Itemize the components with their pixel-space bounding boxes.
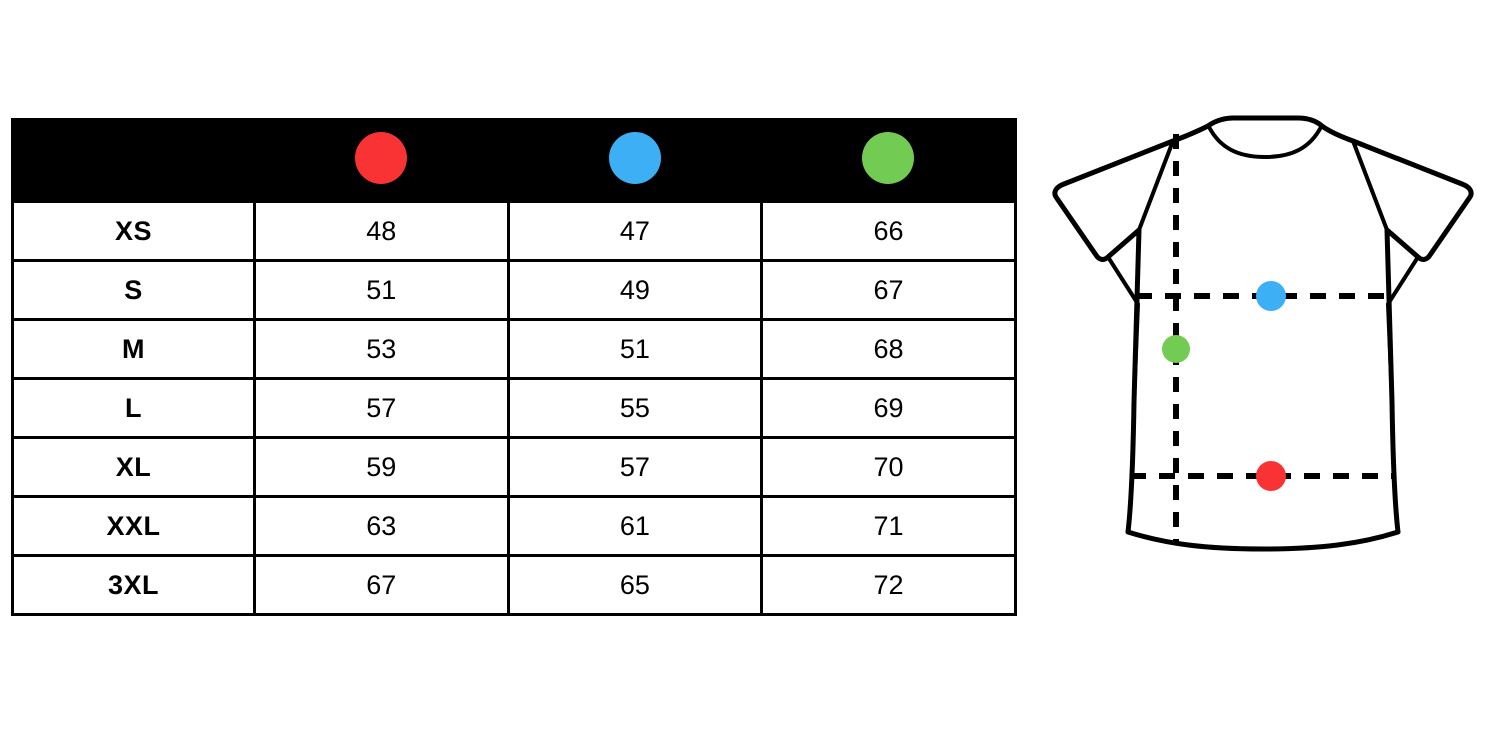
- cell-red: 67: [253, 554, 510, 616]
- left-shoulder-seam-path: [1137, 139, 1175, 232]
- header-cell-length: [761, 119, 1016, 202]
- cell-red: 53: [253, 318, 510, 380]
- cell-size: XXL: [11, 495, 256, 557]
- cell-blue: 47: [506, 200, 764, 262]
- cell-blue: 55: [506, 377, 764, 439]
- table-row: XXL 63 61 71: [11, 495, 1017, 557]
- cell-red: 59: [253, 436, 510, 498]
- cell-red: 63: [253, 495, 510, 557]
- cell-green: 69: [760, 377, 1017, 439]
- cell-red: 51: [253, 259, 510, 321]
- red-circle-icon: [1256, 461, 1286, 491]
- red-circle-icon: [355, 132, 408, 184]
- blue-circle-icon: [1256, 281, 1286, 311]
- tshirt-body-path: [1052, 115, 1474, 552]
- size-table-container: XS 48 47 66 S 51 49 67 M 53 51 68: [11, 118, 1017, 616]
- blue-circle-icon: [608, 132, 661, 184]
- collar-inner-path: [1207, 125, 1323, 159]
- cell-red: 48: [253, 200, 510, 262]
- table-row: XL 59 57 70: [11, 436, 1017, 498]
- right-sleeve-hem-path: [1386, 255, 1420, 404]
- cell-size: M: [11, 318, 256, 380]
- green-circle-icon: [1162, 335, 1190, 363]
- cell-size: L: [11, 377, 256, 439]
- cell-green: 67: [760, 259, 1017, 321]
- table-row: M 53 51 68: [11, 318, 1017, 380]
- cell-green: 66: [760, 200, 1017, 262]
- header-cell-chest: [254, 119, 509, 202]
- diagram-markers-group: [1162, 281, 1286, 491]
- cell-blue: 51: [506, 318, 764, 380]
- cell-size: 3XL: [11, 554, 256, 616]
- header-cell-bottom: [508, 119, 762, 202]
- header-cell-size: [12, 119, 255, 202]
- cell-green: 70: [760, 436, 1017, 498]
- cell-size: XS: [11, 200, 256, 262]
- cell-green: 71: [760, 495, 1017, 557]
- cell-size: XL: [11, 436, 256, 498]
- right-shoulder-seam-path: [1351, 139, 1389, 232]
- size-table: XS 48 47 66 S 51 49 67 M 53 51 68: [11, 118, 1017, 616]
- cell-blue: 57: [506, 436, 764, 498]
- cell-green: 72: [760, 554, 1017, 616]
- cell-blue: 65: [506, 554, 764, 616]
- table-header-row: [12, 119, 1016, 202]
- cell-blue: 49: [506, 259, 764, 321]
- table-row: S 51 49 67: [11, 259, 1017, 321]
- green-circle-icon: [861, 132, 914, 184]
- cell-blue: 61: [506, 495, 764, 557]
- table-row: 3XL 67 65 72: [11, 554, 1017, 616]
- tshirt-diagram: [1030, 104, 1496, 574]
- cell-size: S: [11, 259, 256, 321]
- cell-red: 57: [253, 377, 510, 439]
- size-table-body: XS 48 47 66 S 51 49 67 M 53 51 68: [11, 200, 1017, 616]
- table-row: XS 48 47 66: [11, 200, 1017, 262]
- table-row: L 57 55 69: [11, 377, 1017, 439]
- cell-green: 68: [760, 318, 1017, 380]
- tshirt-outline-group: [1052, 115, 1474, 552]
- left-sleeve-hem-path: [1106, 255, 1140, 404]
